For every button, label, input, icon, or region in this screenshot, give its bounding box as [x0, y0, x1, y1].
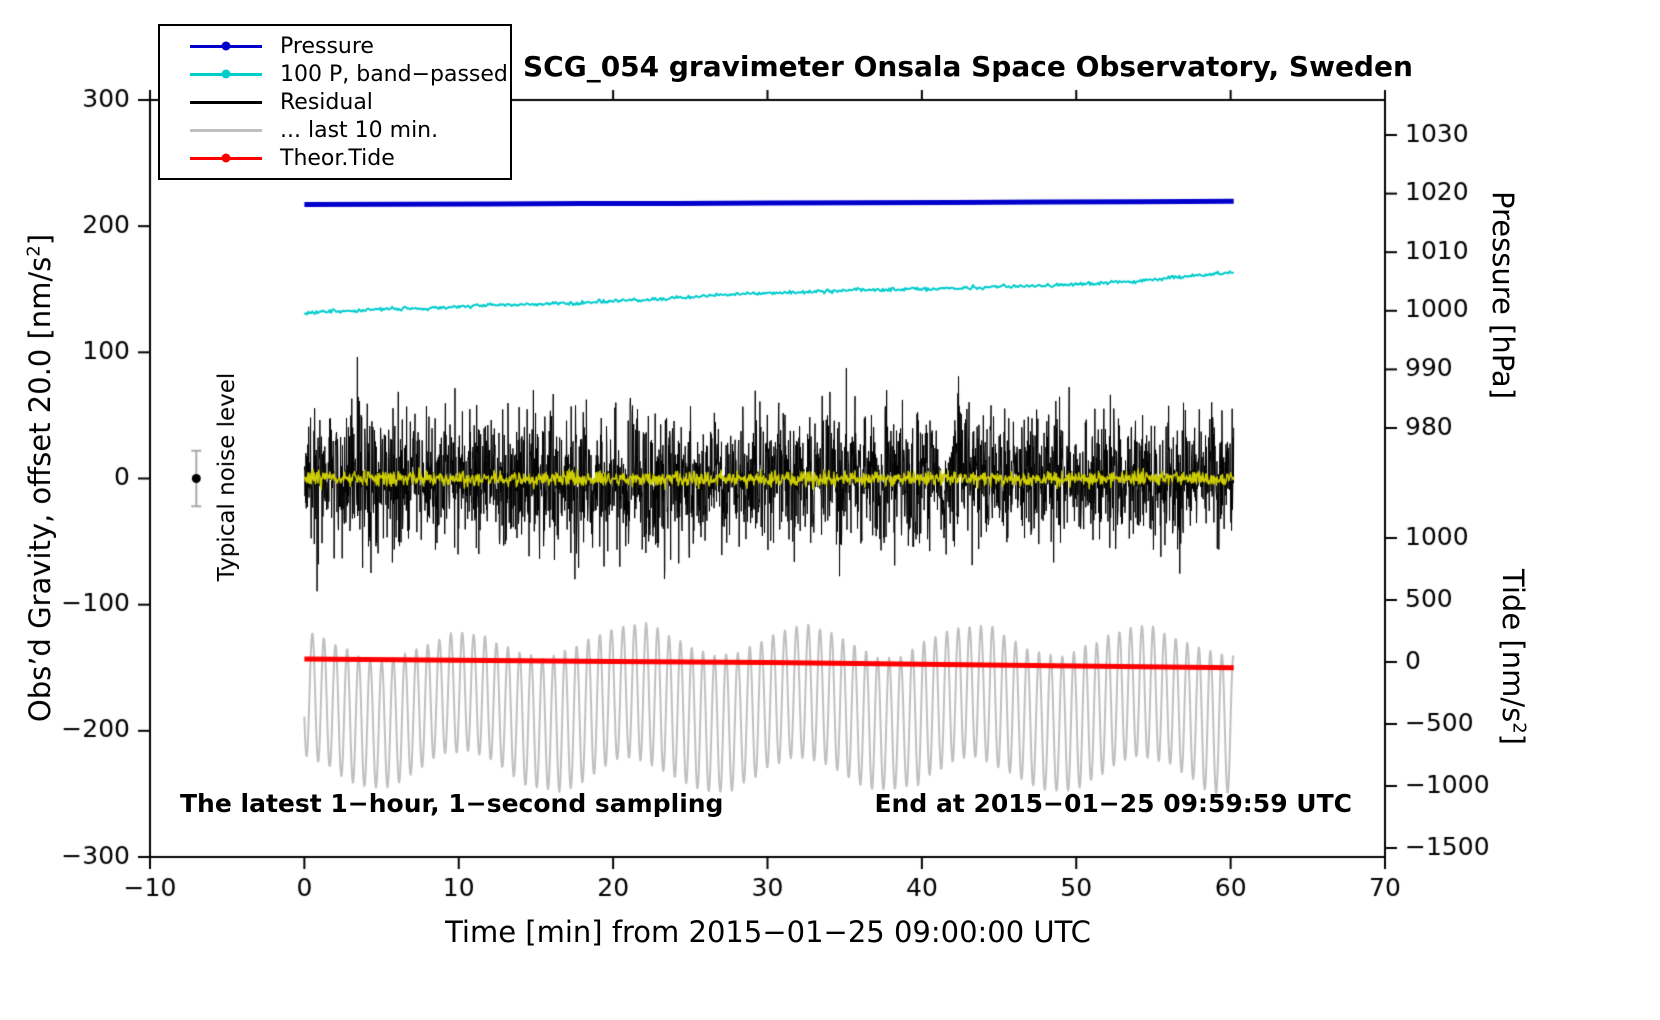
legend-item-pressure: Pressure — [160, 32, 510, 60]
last10min-line-swatch — [190, 128, 262, 132]
residual-line-swatch — [190, 100, 262, 104]
tide-axis-title-bracket: ] — [1496, 733, 1530, 745]
legend-item-residual: Residual — [160, 88, 510, 116]
noise-level-annotation: Typical noise level — [214, 372, 240, 582]
tide-axis-title-superscript: 2 — [1508, 722, 1530, 734]
legend-item-bandpassed: 100 P, band−passed — [160, 60, 510, 88]
legend-label-residual: Residual — [280, 89, 373, 115]
x-axis-title: Time [min] from 2015−01−25 09:00:00 UTC — [445, 915, 1091, 949]
legend-label-pressure: Pressure — [280, 33, 374, 59]
sampling-annotation: The latest 1−hour, 1−second sampling — [180, 789, 724, 818]
left-axis-title-text: Obs’d Gravity, offset 20.0 [nm/s — [23, 256, 57, 723]
legend: Pressure 100 P, band−passed Residual ...… — [158, 24, 512, 180]
tide-axis-title-text: Tide [nm/s — [1496, 569, 1530, 723]
chart-title: SCG_054 gravimeter Onsala Space Observat… — [523, 50, 1413, 83]
legend-label-bandpassed: 100 P, band−passed — [280, 61, 508, 87]
end-time-annotation: End at 2015−01−25 09:59:59 UTC — [874, 789, 1352, 818]
left-axis-title-bracket: ] — [23, 233, 57, 246]
pressure-axis-title: Pressure [hPa] — [1486, 190, 1520, 400]
legend-item-theortide: Theor.Tide — [160, 144, 510, 172]
theortide-line-swatch — [190, 156, 262, 160]
bandpassed-line-swatch — [190, 72, 262, 76]
legend-item-last10min: ... last 10 min. — [160, 116, 510, 144]
left-axis-title-superscript: 2 — [23, 245, 45, 257]
legend-label-last10min: ... last 10 min. — [280, 117, 439, 143]
left-axis-title: Obs’d Gravity, offset 20.0 [nm/s2] — [23, 234, 57, 722]
pressure-line-swatch — [190, 44, 262, 48]
legend-label-theortide: Theor.Tide — [280, 145, 395, 171]
tide-axis-title: Tide [nm/s2] — [1496, 569, 1530, 745]
